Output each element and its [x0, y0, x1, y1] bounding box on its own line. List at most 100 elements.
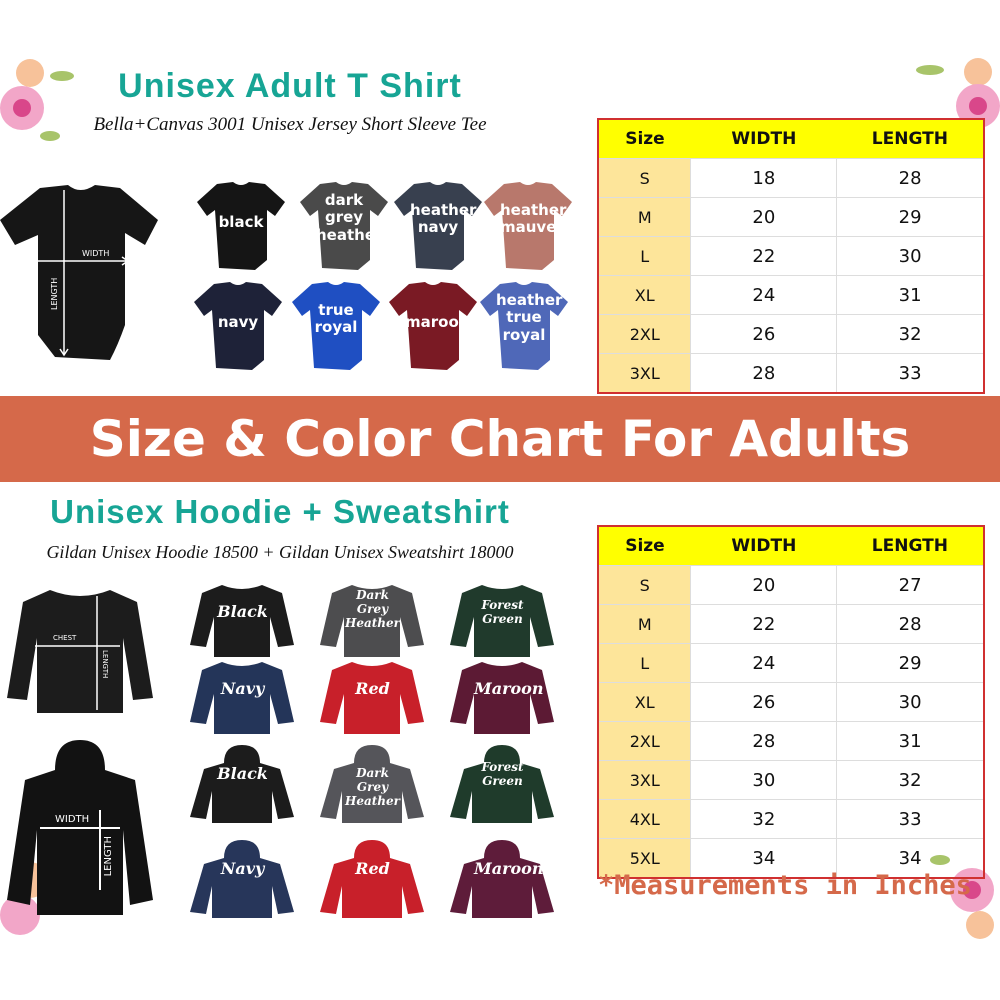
- hoodie-measurement-diagram: WIDTH LENGTH: [5, 740, 155, 918]
- hoodie-width-label: WIDTH: [55, 814, 90, 825]
- hoodie-icon: [450, 745, 554, 823]
- table-row: L 22 30: [598, 236, 984, 276]
- hoodie-size-table: Size WIDTH LENGTH S 20 27 M 22 28 L 24 29 XL 26 30 2XL 2…: [597, 525, 985, 879]
- tshirt-icon: [389, 282, 477, 370]
- column-header: Size: [598, 526, 691, 566]
- sweatshirt-icon: [320, 585, 424, 657]
- tshirt-section-title: Unisex Adult T Shirt: [118, 67, 462, 105]
- sweatshirt-color-label: Maroon: [474, 679, 544, 698]
- hoodie-color-label: Navy: [220, 859, 265, 878]
- width-cell: 24: [690, 643, 837, 683]
- banner-title: Size & Color Chart For Adults: [89, 410, 911, 468]
- sweatshirt-color-swatch: Red: [320, 660, 425, 738]
- tshirt-color-swatch: true royal: [290, 280, 382, 372]
- tshirt-width-label: WIDTH: [82, 249, 110, 258]
- sweatshirt-color-label: Dark Grey Heather: [345, 588, 400, 630]
- width-cell: 20: [690, 565, 837, 605]
- measurement-note: *Measurements in Inches: [598, 870, 972, 901]
- column-header: WIDTH: [690, 526, 837, 566]
- sweatshirt-color-label: Red: [355, 679, 390, 698]
- flower-decoration-top-right: [916, 58, 1000, 143]
- sweatshirt-diagram-icon: [7, 590, 153, 713]
- table-row: M 20 29: [598, 197, 984, 237]
- hoodie-icon: [190, 745, 294, 823]
- length-cell: 32: [836, 314, 984, 354]
- tshirt-color-label: maroon: [405, 313, 470, 331]
- hoodie-color-swatch: Dark Grey Heather: [320, 745, 425, 823]
- tshirt-icon: [480, 282, 568, 370]
- size-cell: L: [598, 643, 691, 683]
- length-cell: 30: [836, 236, 984, 276]
- width-cell: 32: [690, 799, 837, 839]
- tshirt-color-swatch: maroon: [387, 280, 479, 372]
- sweatshirt-color-swatch: Black: [190, 583, 295, 661]
- length-cell: 28: [836, 158, 984, 198]
- size-cell: 3XL: [598, 353, 691, 393]
- table-header-row: Size WIDTH LENGTH: [598, 526, 984, 566]
- table-row: 5XL 34 34: [598, 838, 984, 878]
- tshirt-color-label: heather mauve: [500, 201, 567, 237]
- length-cell: 31: [836, 275, 984, 315]
- length-cell: 27: [836, 565, 984, 605]
- hoodie-color-swatch: Red: [320, 840, 425, 918]
- hoodie-color-label: Red: [355, 859, 390, 878]
- hoodie-length-label: LENGTH: [103, 836, 114, 877]
- sweatshirt-color-swatch: Dark Grey Heather: [320, 583, 425, 661]
- length-cell: 31: [836, 721, 984, 761]
- hoodie-color-label: Black: [217, 764, 268, 783]
- tshirt-color-label: heather true royal: [496, 291, 563, 344]
- width-cell: 28: [690, 721, 837, 761]
- width-cell: 22: [690, 604, 837, 644]
- sweatshirt-icon: [190, 585, 294, 657]
- table-row: 4XL 32 33: [598, 799, 984, 839]
- sweatshirt-length-label: LENGTH: [101, 650, 109, 679]
- sweatshirt-measurement-diagram: CHEST LENGTH: [5, 588, 155, 718]
- banner: Size & Color Chart For Adults: [0, 396, 1000, 482]
- size-cell: 4XL: [598, 799, 691, 839]
- tshirt-color-swatch: heather mauve: [482, 180, 574, 272]
- tshirt-icon: [300, 182, 388, 270]
- width-cell: 26: [690, 314, 837, 354]
- length-cell: 34: [836, 838, 984, 878]
- table-row: 3XL 28 33: [598, 353, 984, 393]
- width-cell: 22: [690, 236, 837, 276]
- hoodie-icon: [320, 745, 424, 823]
- tshirt-icon: [394, 182, 482, 270]
- sweatshirt-color-label: Black: [217, 602, 268, 621]
- size-cell: 2XL: [598, 314, 691, 354]
- size-cell: L: [598, 236, 691, 276]
- size-cell: 5XL: [598, 838, 691, 878]
- sweatshirt-icon: [190, 662, 294, 734]
- table-row: M 22 28: [598, 604, 984, 644]
- width-cell: 30: [690, 760, 837, 800]
- tshirt-color-label: black: [218, 213, 264, 231]
- hoodie-section-subtitle: Gildan Unisex Hoodie 18500 + Gildan Unis…: [46, 542, 514, 562]
- length-cell: 28: [836, 604, 984, 644]
- sweatshirt-color-swatch: Navy: [190, 660, 295, 738]
- hoodie-color-swatch: Navy: [190, 840, 295, 918]
- tshirt-diagram-icon: [0, 185, 158, 360]
- hoodie-color-label: Forest Green: [481, 760, 524, 788]
- table-row: 2XL 26 32: [598, 314, 984, 354]
- tshirt-color-label: navy: [217, 313, 259, 331]
- length-cell: 32: [836, 760, 984, 800]
- size-cell: S: [598, 565, 691, 605]
- tshirt-color-swatch: dark grey heather: [298, 180, 390, 272]
- tshirt-color-label: heather navy: [410, 201, 477, 237]
- size-cell: 3XL: [598, 760, 691, 800]
- table-row: L 24 29: [598, 643, 984, 683]
- tshirt-length-label: LENGTH: [50, 277, 59, 310]
- hoodie-icon: [320, 840, 424, 918]
- sweatshirt-color-swatch: Maroon: [450, 660, 555, 738]
- length-cell: 30: [836, 682, 984, 722]
- width-cell: 20: [690, 197, 837, 237]
- hoodie-color-swatch: Black: [190, 745, 295, 823]
- hoodie-section-title: Unisex Hoodie + Sweatshirt: [50, 493, 510, 530]
- length-cell: 33: [836, 353, 984, 393]
- table-row: S 20 27: [598, 565, 984, 605]
- table-row: 3XL 30 32: [598, 760, 984, 800]
- column-header: WIDTH: [690, 119, 837, 159]
- sweatshirt-icon: [450, 585, 554, 657]
- width-cell: 18: [690, 158, 837, 198]
- length-cell: 29: [836, 643, 984, 683]
